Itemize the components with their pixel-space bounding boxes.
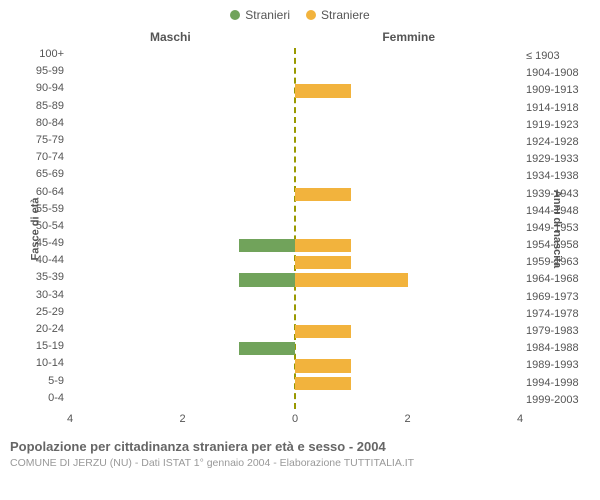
chart-row: 45-491954-1958 <box>70 237 520 254</box>
x-tick: 2 <box>179 413 185 425</box>
x-tick: 0 <box>292 413 298 425</box>
chart-row: 55-591944-1948 <box>70 203 520 220</box>
chart-row: 60-641939-1943 <box>70 186 520 203</box>
birth-year-label: 1909-1913 <box>520 82 579 99</box>
birth-year-label: 1984-1988 <box>520 340 579 357</box>
x-axis: 4 2 0 2 4 <box>70 413 520 427</box>
bar-female <box>295 377 351 390</box>
bar-female <box>295 359 351 372</box>
birth-year-label: 1969-1973 <box>520 289 579 306</box>
birth-year-label: 1924-1928 <box>520 134 579 151</box>
chart-row: 95-991904-1908 <box>70 65 520 82</box>
bar-female <box>295 84 351 97</box>
age-label: 10-14 <box>36 357 70 369</box>
birth-year-label: 1989-1993 <box>520 357 579 374</box>
legend-item-female: Straniere <box>306 8 370 22</box>
legend-dot-male <box>230 10 240 20</box>
age-label: 25-29 <box>36 306 70 318</box>
chart-row: 100+≤ 1903 <box>70 48 520 65</box>
age-label: 95-99 <box>36 65 70 77</box>
x-tick: 4 <box>67 413 73 425</box>
bar-female <box>295 325 351 338</box>
birth-year-label: ≤ 1903 <box>520 48 560 65</box>
chart-row: 10-141989-1993 <box>70 357 520 374</box>
chart-row: 40-441959-1963 <box>70 254 520 271</box>
legend-item-male: Stranieri <box>230 8 290 22</box>
legend-dot-female <box>306 10 316 20</box>
age-label: 80-84 <box>36 117 70 129</box>
chart-row: 30-341969-1973 <box>70 289 520 306</box>
chart-row: 5-91994-1998 <box>70 375 520 392</box>
age-label: 5-9 <box>48 375 70 387</box>
chart-footer: Popolazione per cittadinanza straniera p… <box>0 431 600 469</box>
birth-year-label: 1964-1968 <box>520 271 579 288</box>
chart-row: 65-691934-1938 <box>70 168 520 185</box>
column-header-male: Maschi <box>150 30 191 44</box>
birth-year-label: 1914-1918 <box>520 100 579 117</box>
x-tick: 2 <box>404 413 410 425</box>
age-label: 90-94 <box>36 82 70 94</box>
age-label: 45-49 <box>36 237 70 249</box>
age-label: 75-79 <box>36 134 70 146</box>
birth-year-label: 1959-1963 <box>520 254 579 271</box>
plot-region: 100+≤ 190395-991904-190890-941909-191385… <box>70 48 520 409</box>
bar-male <box>239 273 295 286</box>
age-label: 65-69 <box>36 168 70 180</box>
age-label: 35-39 <box>36 271 70 283</box>
bar-female <box>295 239 351 252</box>
birth-year-label: 1944-1948 <box>520 203 579 220</box>
chart-row: 85-891914-1918 <box>70 100 520 117</box>
birth-year-label: 1904-1908 <box>520 65 579 82</box>
birth-year-label: 1934-1938 <box>520 168 579 185</box>
birth-year-label: 1929-1933 <box>520 151 579 168</box>
chart-area: Maschi Femmine Fasce di età Anni di nasc… <box>0 26 600 431</box>
age-label: 60-64 <box>36 186 70 198</box>
birth-year-label: 1974-1978 <box>520 306 579 323</box>
legend-label-male: Stranieri <box>245 8 290 22</box>
age-label: 55-59 <box>36 203 70 215</box>
age-label: 0-4 <box>48 392 70 404</box>
chart-subtitle: COMUNE DI JERZU (NU) - Dati ISTAT 1° gen… <box>10 457 590 469</box>
chart-row: 0-41999-2003 <box>70 392 520 409</box>
bar-male <box>239 342 295 355</box>
bar-male <box>239 239 295 252</box>
age-label: 85-89 <box>36 100 70 112</box>
chart-row: 80-841919-1923 <box>70 117 520 134</box>
chart-row: 70-741929-1933 <box>70 151 520 168</box>
legend: Stranieri Straniere <box>0 0 600 26</box>
age-label: 15-19 <box>36 340 70 352</box>
age-label: 20-24 <box>36 323 70 335</box>
birth-year-label: 1949-1953 <box>520 220 579 237</box>
birth-year-label: 1954-1958 <box>520 237 579 254</box>
birth-year-label: 1919-1923 <box>520 117 579 134</box>
age-label: 70-74 <box>36 151 70 163</box>
age-label: 40-44 <box>36 254 70 266</box>
age-label: 100+ <box>39 48 70 60</box>
birth-year-label: 1994-1998 <box>520 375 579 392</box>
chart-row: 75-791924-1928 <box>70 134 520 151</box>
x-tick: 4 <box>517 413 523 425</box>
age-label: 30-34 <box>36 289 70 301</box>
bar-female <box>295 256 351 269</box>
birth-year-label: 1999-2003 <box>520 392 579 409</box>
chart-row: 15-191984-1988 <box>70 340 520 357</box>
chart-row: 50-541949-1953 <box>70 220 520 237</box>
bar-female <box>295 188 351 201</box>
chart-row: 35-391964-1968 <box>70 271 520 288</box>
age-label: 50-54 <box>36 220 70 232</box>
birth-year-label: 1979-1983 <box>520 323 579 340</box>
chart-title: Popolazione per cittadinanza straniera p… <box>10 439 590 454</box>
column-header-female: Femmine <box>382 30 435 44</box>
chart-row: 20-241979-1983 <box>70 323 520 340</box>
chart-row: 90-941909-1913 <box>70 82 520 99</box>
legend-label-female: Straniere <box>321 8 370 22</box>
chart-row: 25-291974-1978 <box>70 306 520 323</box>
birth-year-label: 1939-1943 <box>520 186 579 203</box>
bar-female <box>295 273 408 286</box>
